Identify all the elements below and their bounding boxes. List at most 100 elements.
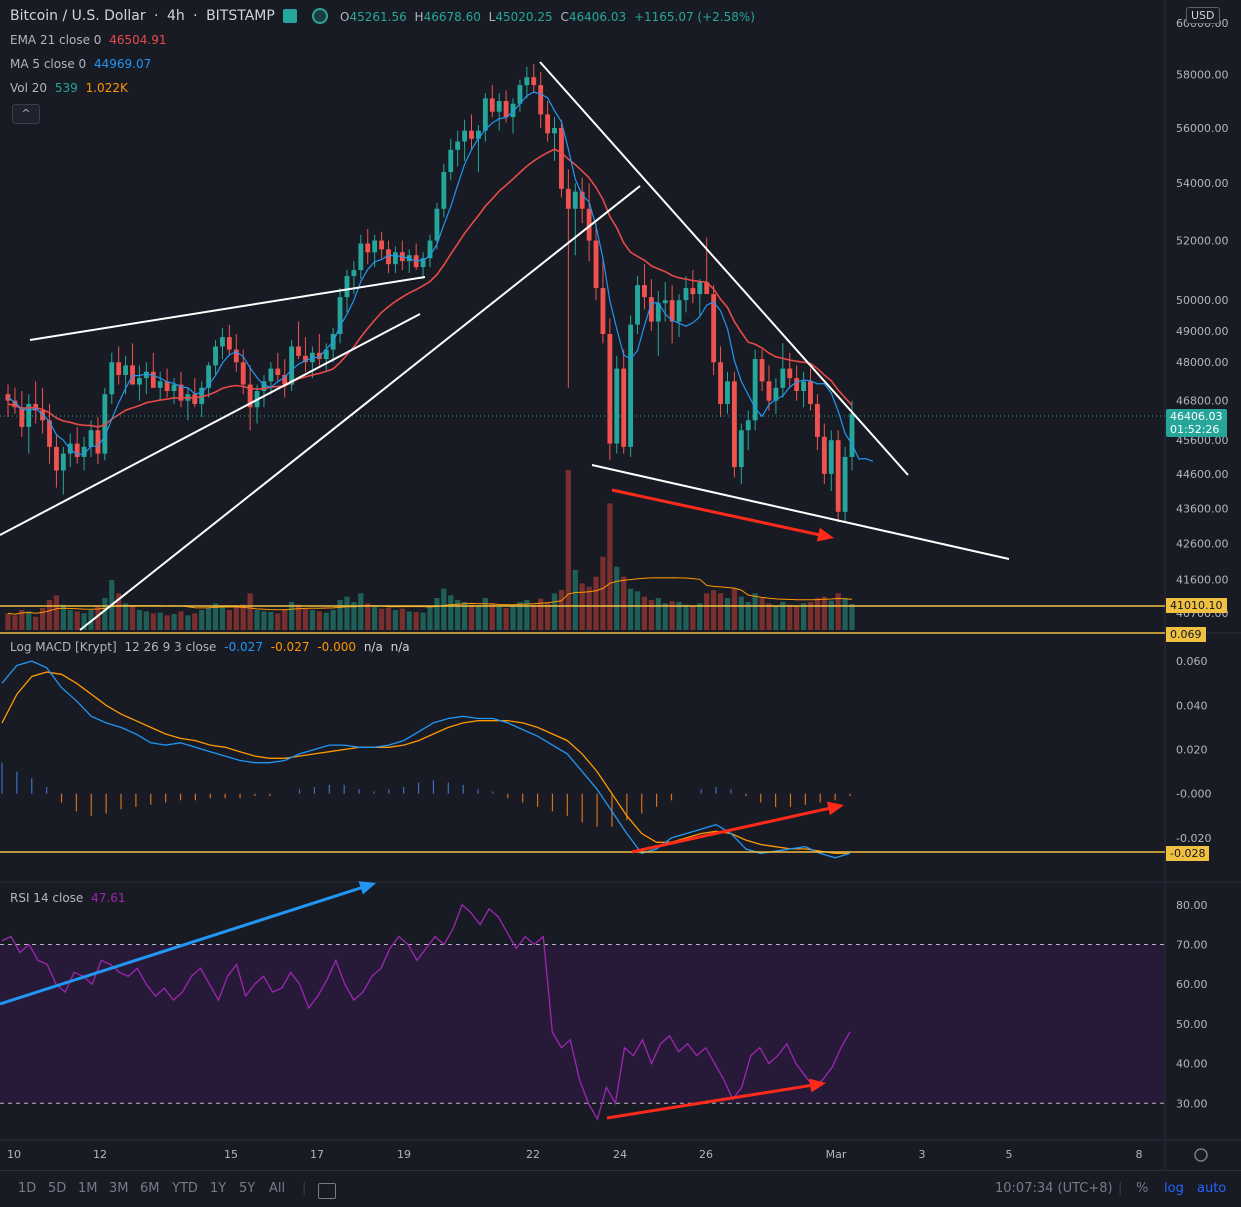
macd-divergence-arrow-shaft: [631, 804, 838, 854]
trendline: [29, 276, 426, 341]
candle-body: [752, 359, 758, 421]
candle-body: [109, 362, 115, 395]
volume-bar: [517, 602, 523, 630]
log-toggle[interactable]: log: [1164, 1181, 1184, 1196]
candle-body: [697, 282, 703, 295]
ema-label: EMA 21 close 0: [10, 33, 102, 47]
candle-body: [669, 300, 675, 322]
vol-legend[interactable]: Vol 20 539 1.022K: [10, 81, 132, 95]
candle-body: [565, 188, 571, 209]
candle-body: [469, 130, 474, 139]
gear-icon: [1194, 1148, 1208, 1162]
price-axis-label: 52000.00: [1176, 235, 1229, 248]
rsi-divergence-arrow-head: [809, 1078, 826, 1093]
tf-1d[interactable]: 1D: [18, 1181, 37, 1196]
candle-body: [26, 403, 32, 427]
ma-legend[interactable]: MA 5 close 0 44969.07: [10, 57, 155, 71]
candle-body: [531, 77, 537, 86]
time-axis-label: 22: [526, 1148, 540, 1161]
tf-6m[interactable]: 6M: [140, 1181, 160, 1196]
rsi-axis-label: 40.00: [1176, 1058, 1208, 1071]
candle-body: [74, 443, 80, 457]
candle-body: [731, 381, 737, 468]
tf-ytd[interactable]: YTD: [172, 1181, 198, 1196]
candle-body: [773, 387, 779, 401]
ema-polyline: [7, 148, 853, 428]
volume-bar: [455, 600, 461, 630]
volume-bar: [295, 604, 302, 630]
rsi-legend[interactable]: RSI 14 close 47.61: [10, 891, 130, 905]
macd-value-2: -0.027: [270, 640, 310, 654]
volume-bar: [261, 611, 267, 630]
candle-body: [247, 384, 253, 408]
date-range-icon[interactable]: [318, 1183, 336, 1199]
tf-5y[interactable]: 5Y: [239, 1181, 256, 1196]
candle-body: [842, 456, 848, 512]
tf-1m[interactable]: 1M: [78, 1181, 98, 1196]
clock[interactable]: 10:07:34 (UTC+8): [995, 1181, 1113, 1196]
candle-body: [545, 114, 551, 134]
volume-bar: [378, 608, 385, 630]
candle-body: [54, 446, 59, 471]
rsi-axis-label: 50.00: [1176, 1018, 1208, 1031]
candle-body: [337, 297, 343, 334]
candle-body: [476, 130, 481, 139]
ema-legend[interactable]: EMA 21 close 0 46504.91: [10, 33, 171, 47]
rsi-polyline: [1, 903, 851, 1121]
candle-body: [503, 101, 509, 118]
tf-5d[interactable]: 5D: [48, 1181, 67, 1196]
volume-bar: [330, 610, 336, 630]
candle-body: [282, 374, 288, 385]
candle-body: [821, 436, 827, 474]
rsi-axis-label: 30.00: [1176, 1097, 1208, 1110]
candle-body: [240, 362, 246, 385]
collapse-legend-button[interactable]: ^: [12, 104, 40, 124]
volume-bar: [531, 604, 537, 630]
price-axis-label: 58000.00: [1176, 69, 1229, 82]
symbol-name[interactable]: Bitcoin / U.S. Dollar: [10, 8, 146, 24]
volume-bar: [12, 615, 18, 630]
candle-body: [289, 346, 295, 385]
percent-toggle[interactable]: %: [1136, 1181, 1149, 1196]
currency-badge[interactable]: USD: [1186, 7, 1220, 24]
tf-1y[interactable]: 1Y: [210, 1181, 227, 1196]
volume-bar: [551, 593, 558, 630]
ma-polyline: [7, 91, 874, 462]
countdown-value: 01:52:26: [1170, 423, 1220, 436]
tf-all[interactable]: All: [269, 1181, 286, 1196]
volume-bar: [5, 613, 11, 630]
macd-axis-label: 0.040: [1176, 699, 1208, 712]
trendline-drawings[interactable]: [0, 61, 1165, 634]
volume-bar: [572, 570, 578, 630]
volume-bar: [268, 612, 274, 630]
volume-bar: [219, 606, 226, 630]
interval-label[interactable]: 4h: [166, 8, 185, 24]
macd-legend[interactable]: Log MACD [Krypt] 12 26 9 3 close -0.027 …: [10, 640, 414, 654]
candle-body: [60, 453, 66, 471]
open-value: 45261.56: [349, 10, 407, 24]
vol-value-1: 539: [54, 81, 78, 95]
volume-bar: [323, 612, 329, 630]
time-axis-label: 10: [7, 1148, 21, 1161]
bottom-toolbar: 1D 5D 1M 3M 6M YTD 1Y 5Y All | 10:07:34 …: [0, 1170, 1241, 1207]
volume-bar: [233, 606, 239, 630]
tf-3m[interactable]: 3M: [109, 1181, 129, 1196]
auto-toggle[interactable]: auto: [1197, 1181, 1227, 1196]
volume-bar: [724, 598, 731, 630]
volume-bar: [800, 603, 807, 630]
time-axis-label: 8: [1136, 1148, 1143, 1161]
volume-bar: [510, 606, 516, 630]
volume-bar: [95, 606, 101, 630]
time-axis-label: 5: [1006, 1148, 1013, 1161]
candle-body: [365, 243, 371, 253]
candle-body: [683, 288, 689, 301]
candlestick-series: [5, 64, 855, 523]
candle-body: [462, 130, 468, 142]
candle-body: [482, 98, 488, 131]
candle-body: [178, 384, 184, 401]
change-value: +1165.07 (+2.58%): [633, 10, 755, 24]
candle-body: [572, 191, 578, 209]
volume-bar: [475, 606, 482, 630]
volume-bar: [607, 503, 613, 630]
